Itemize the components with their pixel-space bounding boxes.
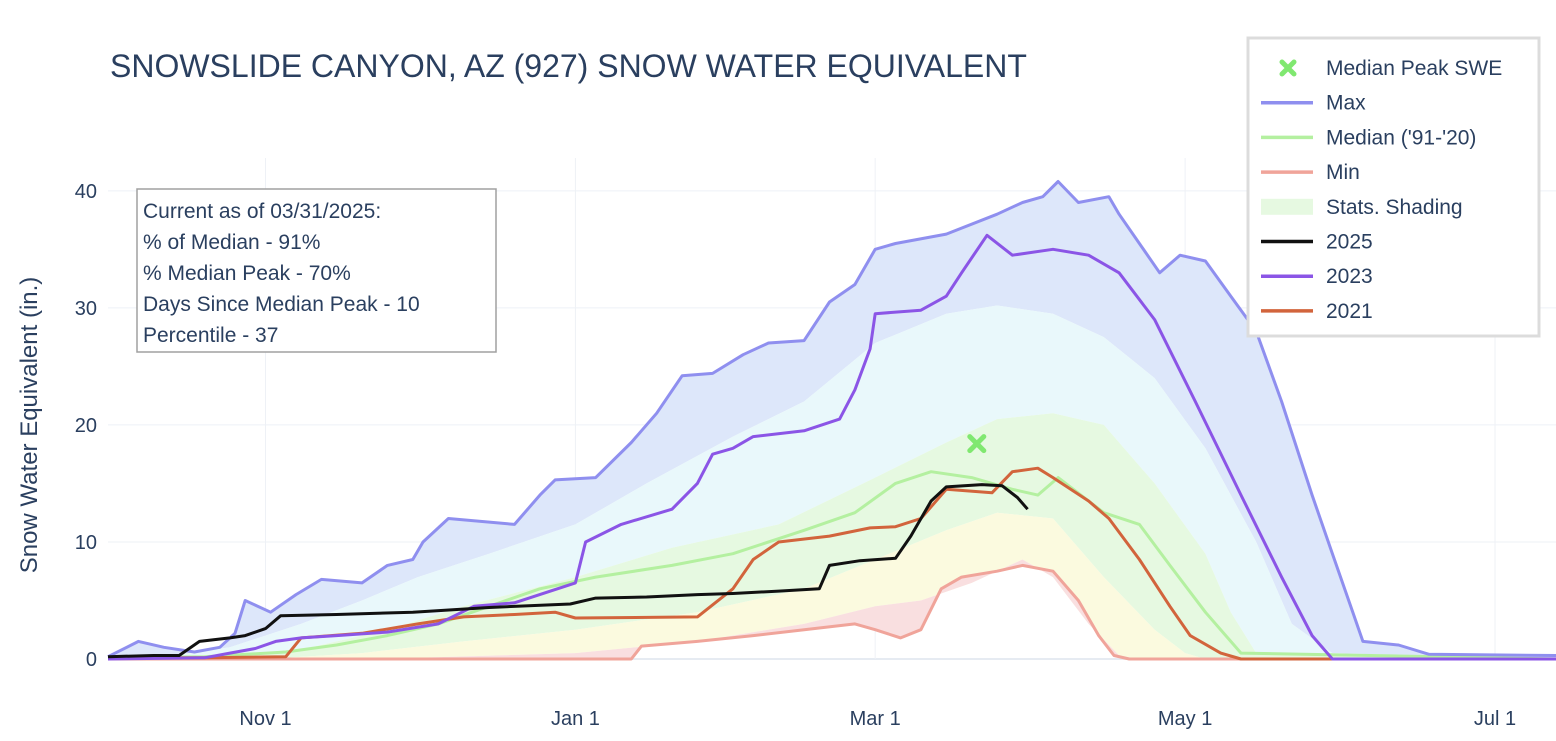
legend-label: 2025 bbox=[1326, 231, 1373, 254]
y-axis-label: Snow Water Equivalent (in.) bbox=[16, 277, 43, 574]
legend-item-peak: Median Peak SWE bbox=[1279, 57, 1502, 80]
y-tick-label: 0 bbox=[86, 649, 97, 671]
series-min bbox=[108, 563, 1556, 661]
legend-item-min: Min bbox=[1261, 161, 1360, 184]
chart-title: SNOWSLIDE CANYON, AZ (927) SNOW WATER EQ… bbox=[110, 48, 1027, 84]
series-2023 bbox=[107, 233, 1556, 661]
y-tick-label: 10 bbox=[75, 532, 97, 554]
x-tick-label: Jul 1 bbox=[1474, 708, 1516, 730]
legend-item-max: Max bbox=[1261, 92, 1366, 115]
legend-label: Median ('91-'20) bbox=[1326, 126, 1476, 149]
legend-band-swatch bbox=[1261, 198, 1313, 215]
legend-label: Max bbox=[1326, 92, 1366, 115]
band-max-p90 bbox=[108, 181, 1556, 659]
series-max bbox=[107, 180, 1556, 659]
x-tick-label: Nov 1 bbox=[239, 708, 291, 730]
legend-item-y2021: 2021 bbox=[1261, 300, 1373, 323]
series-lines bbox=[107, 180, 1556, 661]
y-axis-ticks: 0 10 20 30 40 bbox=[75, 181, 97, 671]
x-tick-label: Jan 1 bbox=[551, 708, 600, 730]
annotation-line-3: % Median Peak - 70% bbox=[143, 262, 351, 285]
legend-item-median: Median ('91-'20) bbox=[1261, 126, 1476, 149]
y-tick-label: 40 bbox=[75, 181, 97, 203]
x-tick-label: Mar 1 bbox=[850, 708, 901, 730]
annotation-line-5: Percentile - 37 bbox=[143, 324, 278, 347]
legend-marker-icon bbox=[1279, 59, 1297, 77]
legend-item-y2023: 2023 bbox=[1261, 265, 1373, 288]
legend-label: 2023 bbox=[1326, 265, 1373, 288]
annotation-line-2: % of Median - 91% bbox=[143, 231, 320, 254]
legend-item-stats_shading: Stats. Shading bbox=[1261, 196, 1463, 219]
markers bbox=[967, 434, 987, 454]
legend-label: Min bbox=[1326, 161, 1360, 184]
median-peak-marker bbox=[967, 434, 987, 454]
legend-label: 2021 bbox=[1326, 300, 1373, 323]
legend-label: Median Peak SWE bbox=[1326, 57, 1502, 80]
legend-item-y2025: 2025 bbox=[1261, 231, 1373, 254]
x-axis-ticks: Nov 1 Jan 1 Mar 1 May 1 Jul 1 bbox=[239, 708, 1516, 730]
legend-label: Stats. Shading bbox=[1326, 196, 1463, 219]
status-annotation: Current as of 03/31/2025: % of Median - … bbox=[136, 188, 497, 353]
series-median bbox=[107, 470, 1556, 661]
legend: Median Peak SWE Max Median ('91-'20) Min Sta… bbox=[1246, 36, 1541, 338]
y-tick-label: 20 bbox=[75, 415, 97, 437]
y-tick-label: 30 bbox=[75, 298, 97, 320]
annotation-line-4: Days Since Median Peak - 10 bbox=[143, 293, 420, 316]
x-tick-label: May 1 bbox=[1158, 708, 1212, 730]
series-2021 bbox=[108, 466, 1556, 661]
annotation-line-1: Current as of 03/31/2025: bbox=[143, 200, 381, 223]
band-p90-p70 bbox=[108, 305, 1556, 659]
series-2025 bbox=[107, 483, 1029, 659]
band-p30-p10 bbox=[108, 512, 1556, 659]
